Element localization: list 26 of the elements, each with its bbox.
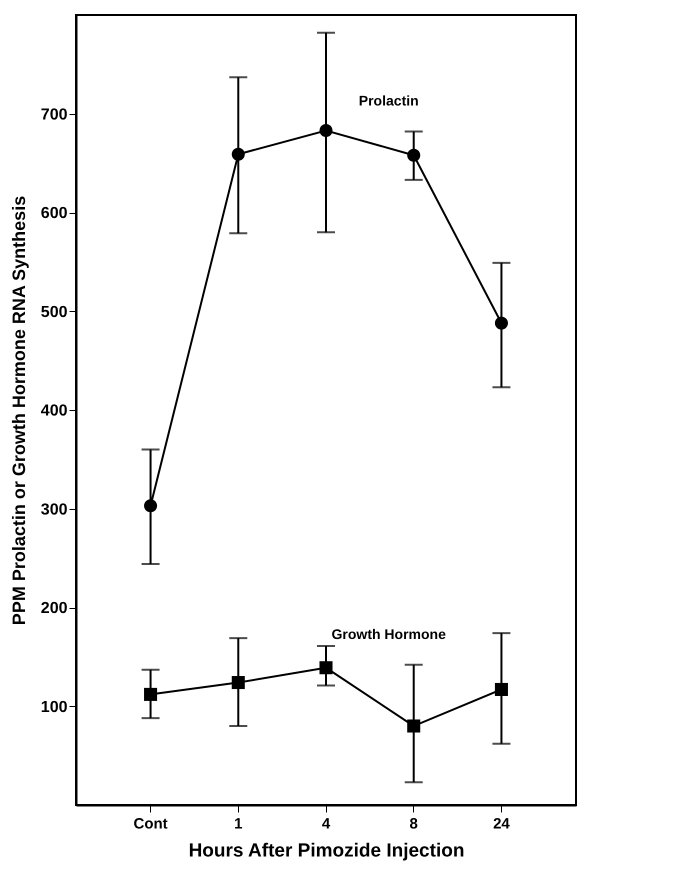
point xyxy=(232,148,245,161)
point xyxy=(232,676,245,690)
x-axis-title: Hours After Pimozide Injection xyxy=(188,840,464,862)
y-tick-label: 100 xyxy=(40,698,68,716)
point xyxy=(144,499,158,512)
point xyxy=(407,148,420,162)
y-tick-label: 600 xyxy=(40,205,68,222)
y-tick-label: 500 xyxy=(40,304,68,321)
point xyxy=(144,688,158,701)
x-tick-label: Cont xyxy=(133,816,168,832)
y-tick-label: 200 xyxy=(40,600,68,617)
point xyxy=(494,682,508,696)
x-tick-label: 8 xyxy=(410,816,418,832)
y-tick-label: 300 xyxy=(40,501,68,518)
y-tick-label: 700 xyxy=(40,106,68,124)
x-tick-label: 24 xyxy=(493,816,510,832)
y-axis-title: PPM Prolactin or Growth Hormone RNA Synthesis xyxy=(8,196,29,626)
point xyxy=(319,124,333,138)
x-tick-label: 4 xyxy=(322,816,331,832)
point xyxy=(319,661,333,674)
series-label: Growth Hormone xyxy=(332,626,446,642)
point xyxy=(494,316,508,330)
x-tick-label: 1 xyxy=(234,816,242,832)
point xyxy=(407,719,420,733)
text: Prolactin xyxy=(358,92,419,109)
y-tick-label: 400 xyxy=(40,402,68,420)
